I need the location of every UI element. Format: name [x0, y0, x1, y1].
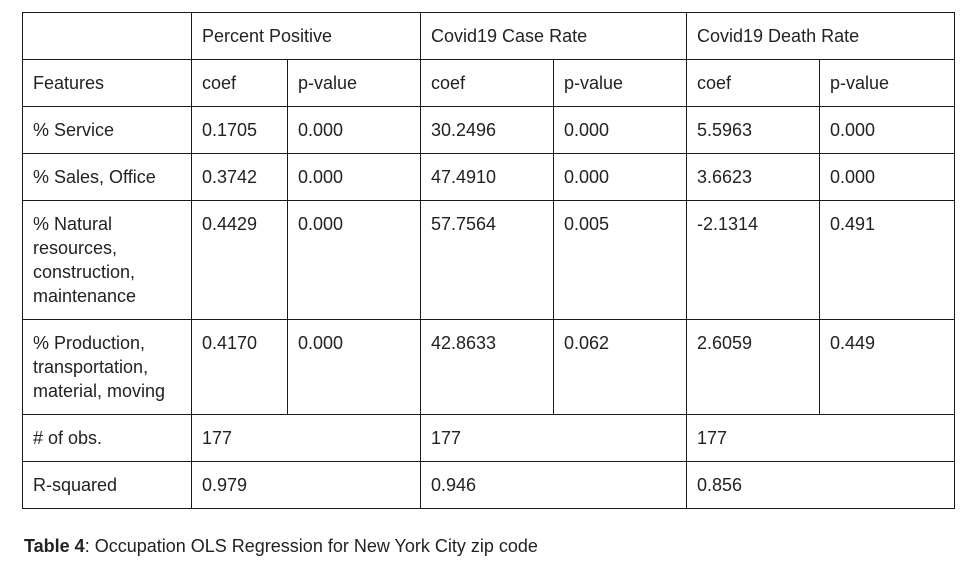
table-row: % Service 0.1705 0.000 30.2496 0.000 5.5… [22, 106, 956, 154]
table-row: % Natural resources, construction, maint… [22, 200, 956, 320]
value-cell: 0.000 [553, 106, 687, 154]
table-row: % Sales, Office 0.3742 0.000 47.4910 0.0… [22, 153, 956, 201]
sub-header-cell: p-value [818, 59, 956, 107]
value-cell: 0.4170 [191, 319, 288, 415]
value-cell: 57.7564 [420, 200, 554, 320]
value-cell: 42.8633 [420, 319, 554, 415]
obs-value: 177 [420, 414, 687, 462]
table-row: % Production, transportation, material, … [22, 319, 956, 415]
feature-cell: % Production, transportation, material, … [22, 319, 192, 415]
group-header-case-rate: Covid19 Case Rate [420, 12, 687, 60]
value-cell: 0.062 [553, 319, 687, 415]
regression-table: Percent Positive Covid19 Case Rate Covid… [22, 12, 956, 509]
features-header: Features [22, 59, 192, 107]
rsquared-value: 0.946 [420, 461, 687, 509]
sub-header-cell: coef [686, 59, 820, 107]
value-cell: 0.1705 [191, 106, 288, 154]
rsquared-label: R-squared [22, 461, 192, 509]
rsquared-row: R-squared 0.979 0.946 0.856 [22, 461, 956, 509]
value-cell: 0.491 [818, 200, 956, 320]
value-cell: 30.2496 [420, 106, 554, 154]
feature-cell: % Sales, Office [22, 153, 192, 201]
value-cell: 2.6059 [686, 319, 820, 415]
rsquared-value: 0.979 [191, 461, 421, 509]
value-cell: 0.4429 [191, 200, 288, 320]
value-cell: 0.000 [553, 153, 687, 201]
value-cell: 0.000 [287, 200, 421, 320]
value-cell: 0.000 [287, 106, 421, 154]
empty-corner-cell [22, 12, 192, 60]
value-cell: -2.1314 [686, 200, 820, 320]
value-cell: 0.000 [818, 153, 956, 201]
value-cell: 0.000 [287, 153, 421, 201]
value-cell: 3.6623 [686, 153, 820, 201]
sub-header-cell: coef [420, 59, 554, 107]
group-header-row: Percent Positive Covid19 Case Rate Covid… [22, 12, 956, 60]
caption-label: Table 4 [24, 536, 85, 556]
sub-header-cell: p-value [553, 59, 687, 107]
obs-value: 177 [685, 414, 956, 462]
obs-row: # of obs. 177 177 177 [22, 414, 956, 462]
value-cell: 0.000 [818, 106, 956, 154]
group-header-death-rate: Covid19 Death Rate [685, 12, 956, 60]
value-cell: 47.4910 [420, 153, 554, 201]
group-header-percent-positive: Percent Positive [191, 12, 421, 60]
sub-header-cell: coef [191, 59, 288, 107]
sub-header-row: Features coef p-value coef p-value coef … [22, 59, 956, 107]
table-caption: Table 4: Occupation OLS Regression for N… [24, 534, 538, 558]
rsquared-value: 0.856 [685, 461, 956, 509]
value-cell: 0.000 [287, 319, 421, 415]
value-cell: 0.005 [553, 200, 687, 320]
value-cell: 5.5963 [686, 106, 820, 154]
sub-header-cell: p-value [287, 59, 421, 107]
value-cell: 0.3742 [191, 153, 288, 201]
caption-text: : Occupation OLS Regression for New York… [84, 536, 538, 556]
feature-cell: % Natural resources, construction, maint… [22, 200, 192, 320]
obs-label: # of obs. [22, 414, 192, 462]
obs-value: 177 [191, 414, 421, 462]
value-cell: 0.449 [818, 319, 956, 415]
feature-cell: % Service [22, 106, 192, 154]
